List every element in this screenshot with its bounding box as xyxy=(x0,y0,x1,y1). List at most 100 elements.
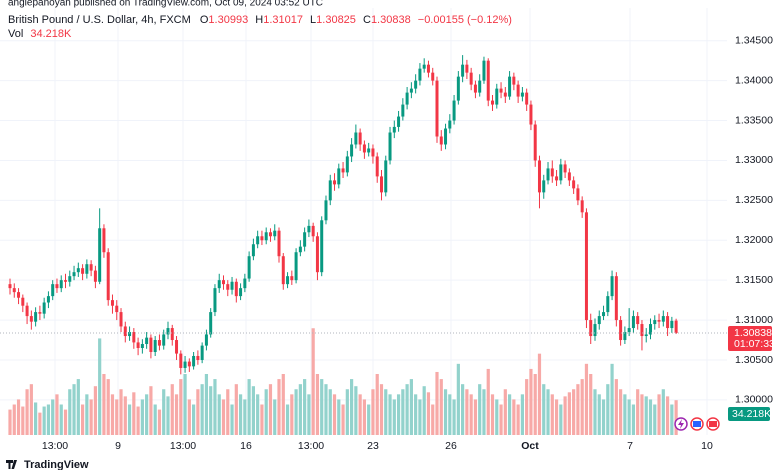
brand-logo xyxy=(6,460,17,469)
volume-bar xyxy=(102,374,106,435)
volume-bar xyxy=(341,404,345,435)
volume-bar xyxy=(46,404,51,435)
volume-bar xyxy=(546,389,550,435)
volume-bar xyxy=(486,368,490,435)
volume-bar xyxy=(580,379,584,435)
candle-body xyxy=(17,292,21,298)
event-icons[interactable] xyxy=(674,417,720,431)
candle-body xyxy=(362,144,366,153)
candle-body xyxy=(567,172,571,181)
volume-legend: Vol 34.218K xyxy=(8,28,72,40)
candle-body xyxy=(123,326,127,337)
volume-bar xyxy=(375,374,379,435)
candle-body xyxy=(435,80,439,137)
candle-body xyxy=(243,278,247,289)
candle-body xyxy=(264,232,268,241)
volume-bar xyxy=(601,399,606,435)
volume-bar xyxy=(234,384,238,435)
candle-body xyxy=(204,334,208,346)
candle-body xyxy=(183,361,187,368)
candle-body xyxy=(85,264,89,274)
candle-body xyxy=(619,320,623,341)
volume-bar xyxy=(525,379,529,435)
volume-bar xyxy=(384,389,388,435)
candle-body xyxy=(157,340,161,346)
volume-bar xyxy=(251,386,255,435)
candle-body xyxy=(256,236,260,245)
candle-body xyxy=(606,296,610,313)
candle-body xyxy=(456,76,460,101)
volume-bar xyxy=(230,404,234,435)
volume-bar xyxy=(264,389,268,435)
volume-bar xyxy=(25,389,29,435)
candle-body xyxy=(12,288,16,293)
candle-body xyxy=(555,176,559,181)
volume-bar xyxy=(533,374,537,435)
volume-bar xyxy=(550,394,554,435)
volume-title: Vol xyxy=(8,28,23,40)
volume-bar xyxy=(648,399,653,435)
volume-bar xyxy=(431,404,435,435)
volume-bar xyxy=(572,389,576,435)
volume-bar xyxy=(200,384,204,435)
volume-bar xyxy=(414,394,418,435)
volume-bar xyxy=(145,394,149,435)
volume-bar xyxy=(115,399,119,435)
volume-bar xyxy=(358,394,362,435)
volume-bar xyxy=(478,384,482,435)
candle-body xyxy=(196,355,200,360)
volume-bar xyxy=(469,394,473,435)
legend-key: O xyxy=(200,14,209,26)
axes: 1.30000 1.30500 1.31000 1.31500 1.32000 1.325… xyxy=(42,35,775,452)
candle-body xyxy=(473,84,477,93)
candle-body xyxy=(311,225,315,237)
candle-body xyxy=(277,230,281,257)
volume-bar xyxy=(418,399,422,435)
volume-bar xyxy=(337,399,341,435)
volume-bar xyxy=(136,406,140,435)
candle-body xyxy=(166,328,170,335)
volume-bar xyxy=(59,404,63,435)
volume-bar xyxy=(72,384,76,435)
candle-body xyxy=(674,320,678,333)
volume-bar xyxy=(619,389,623,435)
candle-body xyxy=(81,268,85,274)
volume-bar xyxy=(482,389,486,435)
volume-bar xyxy=(670,404,674,435)
y-tick-label: 1.31500 xyxy=(735,274,773,286)
volume-bar xyxy=(529,368,533,435)
volume-bar xyxy=(606,384,610,435)
candle-body xyxy=(226,284,230,290)
volume-bar xyxy=(98,338,102,435)
volume-bar xyxy=(516,404,520,435)
legend-close: 1.30838 xyxy=(371,14,411,26)
candle-body xyxy=(128,332,132,337)
candle-body xyxy=(72,272,76,277)
volume-bar xyxy=(277,379,281,435)
candle-body xyxy=(388,132,392,161)
volume-bar xyxy=(119,389,123,435)
candle-body xyxy=(337,168,341,185)
volume-bar xyxy=(140,399,144,435)
volume-bar xyxy=(332,394,337,435)
volume-bar xyxy=(490,394,495,435)
volume-bar xyxy=(388,394,392,435)
volume-bar xyxy=(183,374,187,435)
candle-body xyxy=(119,312,123,327)
candle-body xyxy=(8,284,12,289)
candle-body xyxy=(187,361,191,367)
publisher-line: anglepanoyan published on TradingView.co… xyxy=(8,0,323,9)
candle-body xyxy=(115,305,119,313)
candle-body xyxy=(149,337,153,352)
x-tick-label: 16 xyxy=(240,440,252,452)
candle-body xyxy=(64,280,68,282)
volume-bar xyxy=(12,404,16,435)
candle-body xyxy=(132,332,136,343)
volume-bar xyxy=(204,374,209,435)
x-tick-label: 7 xyxy=(627,440,633,452)
volume-bar xyxy=(294,389,298,435)
candle-body xyxy=(392,126,396,133)
candle-body xyxy=(55,284,59,289)
candle-body xyxy=(213,288,217,313)
